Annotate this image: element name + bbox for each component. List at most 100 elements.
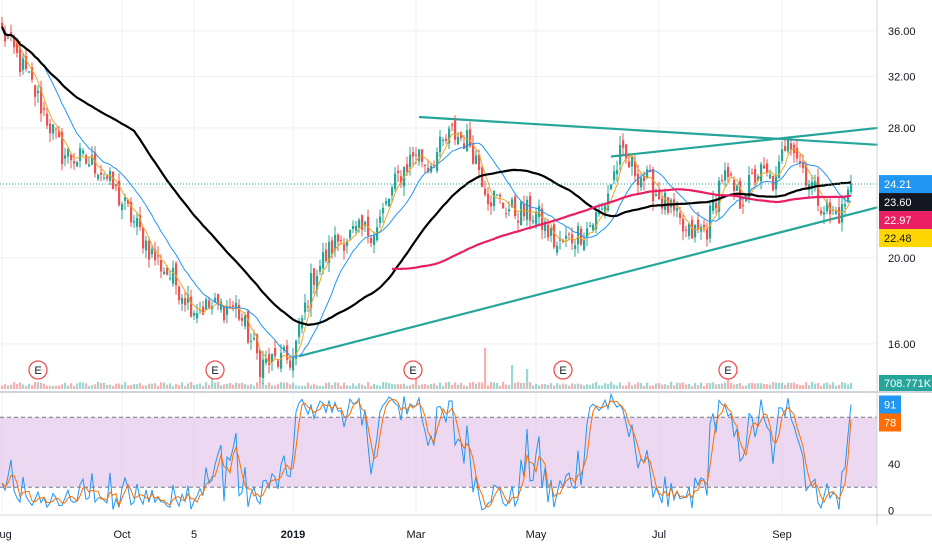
volume-bar <box>742 386 745 389</box>
moving-average-line <box>1 26 852 364</box>
volume-bar <box>559 384 562 389</box>
volume-bar <box>637 382 640 389</box>
volume-bar <box>418 385 421 389</box>
price-tag-label: 23.60 <box>884 197 912 209</box>
candle-body <box>274 348 277 357</box>
candle-body <box>130 201 133 223</box>
candle-body <box>637 173 640 186</box>
candle-body <box>655 194 658 196</box>
oscillator-line <box>1 398 852 508</box>
candle-body <box>604 205 607 214</box>
volume-bar <box>61 384 64 389</box>
volume-bar <box>16 383 19 389</box>
volume-bar <box>148 383 151 389</box>
volume-bar <box>607 383 610 389</box>
volume-bar <box>187 383 190 389</box>
earnings-marker[interactable] <box>553 360 573 380</box>
earnings-marker[interactable] <box>28 360 48 380</box>
volume-bar <box>589 384 592 389</box>
volume-bar <box>565 384 568 389</box>
candle-body <box>460 132 463 139</box>
candle-body <box>28 71 31 73</box>
volume-bar <box>844 382 847 389</box>
volume-bar <box>436 385 439 389</box>
moving-average-line <box>392 188 852 271</box>
volume-bar <box>133 383 136 389</box>
volume-bar <box>790 382 793 389</box>
volume-bar <box>355 386 358 389</box>
candle-body <box>124 197 127 201</box>
candle-body <box>682 218 685 232</box>
volume-bar <box>628 381 631 389</box>
candle-body <box>436 152 439 171</box>
volume-bar <box>838 384 841 389</box>
volume-bar <box>67 385 70 389</box>
volume-bar <box>304 385 307 389</box>
price-axis-label: 16.00 <box>888 339 916 351</box>
candle-body <box>565 235 568 239</box>
candle-body <box>181 297 184 304</box>
volume-bar <box>193 384 196 389</box>
volume-bar <box>118 383 121 389</box>
volume-bar <box>586 384 589 389</box>
volume-bar <box>46 385 49 389</box>
volume-bar <box>226 383 229 389</box>
price-tag-label: 22.48 <box>884 233 912 245</box>
volume-bar <box>625 385 628 389</box>
candle-body <box>469 129 472 147</box>
candle-body <box>490 202 493 207</box>
volume-bar <box>10 384 13 389</box>
volume-bar <box>610 381 613 389</box>
trend-line <box>298 206 879 358</box>
volume-bar <box>274 385 277 389</box>
volume-bar <box>7 385 10 389</box>
candle-body <box>253 337 256 340</box>
candle-body <box>442 139 445 141</box>
candle-body <box>91 154 94 165</box>
candle-body <box>256 334 259 354</box>
oscillator-axis-label: 0 <box>888 506 894 518</box>
earnings-marker[interactable] <box>718 360 738 380</box>
earnings-marker[interactable] <box>205 360 225 380</box>
candle-body <box>193 312 196 316</box>
candle-body <box>820 210 823 214</box>
candle-body <box>709 205 712 239</box>
candle-body <box>127 199 130 204</box>
volume-bar <box>697 385 700 389</box>
volume-tag <box>879 375 932 391</box>
candle-body <box>145 240 148 251</box>
candle-body <box>445 138 448 141</box>
candle-body <box>283 346 286 351</box>
candle-body <box>67 149 70 157</box>
volume-bar <box>520 382 523 389</box>
candle-body <box>592 224 595 231</box>
candle-body <box>475 155 478 165</box>
volume-bar <box>319 385 322 389</box>
volume-bar <box>127 385 130 389</box>
volume-bar <box>544 384 547 389</box>
volume-bar <box>130 384 133 389</box>
candle-body <box>700 226 703 232</box>
volume-bar <box>310 385 313 389</box>
volume-bar <box>202 385 205 389</box>
volume-bar <box>715 384 718 389</box>
candle-body <box>547 224 550 238</box>
candle-body <box>238 304 241 320</box>
earnings-marker[interactable] <box>403 360 423 380</box>
volume-bar <box>385 382 388 389</box>
candle-body <box>22 58 25 70</box>
candle-body <box>154 249 157 261</box>
volume-bar <box>775 382 778 389</box>
volume-bar <box>373 384 376 389</box>
candle-body <box>622 140 625 148</box>
candle-body <box>391 187 394 196</box>
volume-bar <box>367 381 370 389</box>
volume-bar <box>349 386 352 389</box>
volume-bar <box>235 382 238 389</box>
volume-bar <box>829 384 832 389</box>
volume-bar <box>184 386 187 389</box>
volume-bar <box>799 385 802 389</box>
volume-bar <box>40 382 43 389</box>
candle-body <box>796 148 799 159</box>
